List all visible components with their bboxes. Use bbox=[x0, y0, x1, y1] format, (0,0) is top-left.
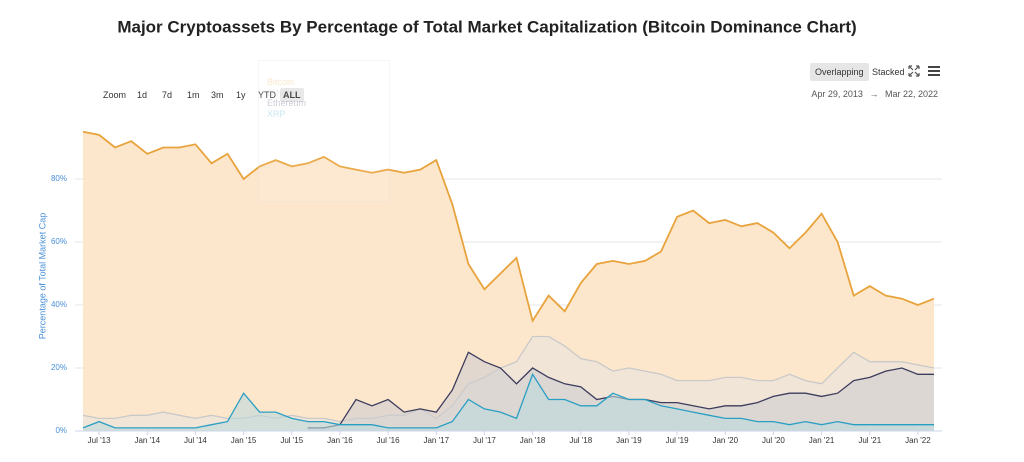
x-tick-label: Jul '17 bbox=[473, 436, 496, 445]
x-tick-label: Jan '17 bbox=[423, 436, 449, 445]
zoom-label: Zoom bbox=[103, 90, 127, 100]
series-line bbox=[82, 130, 935, 324]
x-tick-label: Jul '18 bbox=[569, 436, 592, 445]
view-button[interactable]: Overlapping bbox=[810, 63, 869, 81]
x-tick-label: Jul '19 bbox=[666, 436, 689, 445]
series-area bbox=[83, 131, 934, 432]
y-tick-label: 0% bbox=[55, 426, 67, 435]
x-tick-label: Jan '15 bbox=[231, 436, 257, 445]
tooltip-series-name: XRP bbox=[267, 108, 286, 119]
x-tick-label: Jan '18 bbox=[520, 436, 546, 445]
x-tick-label: Jan '14 bbox=[134, 436, 160, 445]
x-tick-label: Jan '19 bbox=[616, 436, 642, 445]
zoom-button[interactable]: 1d bbox=[137, 90, 148, 100]
zoom-button[interactable]: 1m bbox=[187, 90, 200, 100]
view-button[interactable]: Stacked bbox=[872, 67, 905, 77]
x-tick-label: Jan '16 bbox=[327, 436, 353, 445]
zoom-button[interactable]: 3m bbox=[211, 90, 224, 100]
series-line bbox=[82, 335, 935, 423]
axes: 0% 20% 40% 60% 80% Jul '13 Jan '14 Jul '14 Jan '… bbox=[51, 174, 942, 445]
x-tick-label: Jan '20 bbox=[712, 436, 738, 445]
x-tick-label: Jul '21 bbox=[858, 436, 881, 445]
date-arrow: → bbox=[869, 89, 879, 99]
tooltip-series-name: Ethereum bbox=[267, 98, 307, 108]
zoom-button[interactable]: ALL bbox=[280, 88, 304, 102]
date-from[interactable]: Apr 29, 2013 bbox=[811, 89, 863, 99]
chart-title: Major Cryptoassets By Percentage of Tota… bbox=[117, 17, 856, 36]
x-tick-label: Jul '15 bbox=[280, 436, 303, 445]
date-to[interactable]: Mar 22, 2022 bbox=[884, 89, 938, 99]
x-tick-label: Jul '14 bbox=[184, 436, 207, 445]
tooltip-series-name: Bitcoin bbox=[267, 77, 295, 87]
zoom-button[interactable]: 7d bbox=[162, 90, 173, 100]
series-line bbox=[82, 372, 934, 429]
x-tick-label: Jan '22 bbox=[905, 436, 931, 445]
x-tick-label: Jul '13 bbox=[88, 436, 111, 445]
y-tick-label: 80% bbox=[51, 174, 67, 183]
tooltip: Bitcoin Others Ethereum XRP bbox=[258, 60, 390, 202]
tooltip-series-name: Others bbox=[267, 87, 295, 98]
y-tick-label: 20% bbox=[51, 363, 67, 372]
zoom-button[interactable]: 1y bbox=[236, 90, 246, 100]
zoom-button[interactable]: YTD bbox=[258, 90, 276, 100]
x-tick-label: Jul '20 bbox=[762, 436, 785, 445]
date-range: Apr 29, 2013 → Mar 22, 2022 bbox=[807, 89, 938, 99]
x-tick-label: Jan '21 bbox=[809, 436, 835, 445]
x-tick-label: Jul '16 bbox=[377, 436, 400, 445]
series-area bbox=[83, 374, 934, 431]
plot-area bbox=[82, 130, 935, 432]
y-tick-label: 40% bbox=[51, 300, 67, 309]
y-tick-label: 60% bbox=[51, 237, 67, 246]
y-axis-label: Percentage of Total Market Cap bbox=[37, 213, 47, 339]
